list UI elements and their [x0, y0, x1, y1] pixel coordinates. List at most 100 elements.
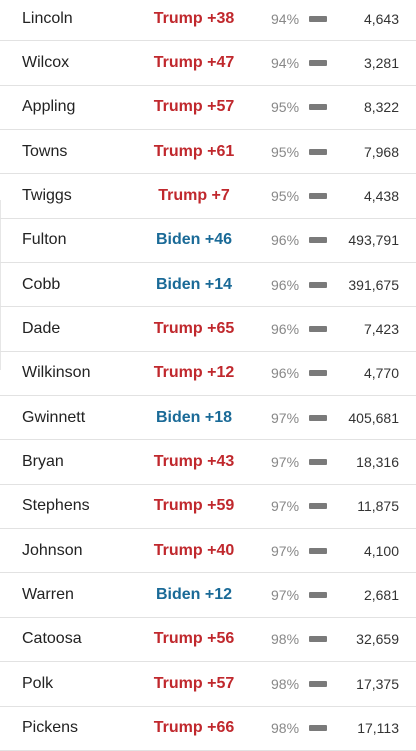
reporting-bar-icon	[309, 15, 327, 22]
vote-margin: Trump +66	[153, 719, 235, 737]
total-votes: 405,681	[348, 409, 399, 426]
table-row[interactable]: Wilcox Trump +47 94% 3,281	[0, 41, 416, 86]
reporting-bar-icon	[309, 680, 327, 687]
table-row[interactable]: Stephens Trump +59 97% 11,875	[0, 485, 416, 530]
county-name: Bryan	[22, 453, 64, 471]
percent-reported: 94%	[271, 55, 300, 72]
percent-reported: 95%	[271, 188, 300, 205]
reporting-bar-icon	[309, 370, 327, 377]
total-votes: 4,438	[363, 188, 399, 205]
county-name: Cobb	[22, 275, 61, 293]
vote-margin: Biden +46	[155, 231, 233, 249]
county-name: Johnson	[22, 541, 83, 559]
reporting-bar-icon	[309, 237, 327, 244]
county-name: Fulton	[22, 231, 67, 249]
percent-reported: 97%	[271, 498, 300, 515]
county-name: Towns	[22, 142, 68, 160]
vote-margin: Trump +57	[153, 98, 235, 116]
total-votes: 4,100	[363, 542, 399, 559]
county-name: Lincoln	[22, 9, 73, 27]
percent-reported: 97%	[271, 587, 300, 604]
reporting-bar-icon	[309, 281, 327, 288]
reporting-bar-icon	[309, 459, 327, 466]
percent-reported: 97%	[271, 542, 300, 559]
vote-margin: Trump +56	[153, 630, 235, 648]
table-row[interactable]: Lincoln Trump +38 94% 4,643	[0, 0, 416, 42]
total-votes: 18,316	[356, 454, 399, 471]
table-row[interactable]: Johnson Trump +40 97% 4,100	[0, 529, 416, 574]
table-row[interactable]: Warren Biden +12 97% 2,681	[0, 573, 416, 618]
county-name: Twiggs	[22, 187, 72, 205]
vote-margin: Trump +61	[153, 142, 235, 160]
table-row[interactable]: Catoosa Trump +56 98% 32,659	[0, 618, 416, 663]
table-row[interactable]: Dade Trump +65 96% 7,423	[0, 307, 416, 352]
total-votes: 17,375	[356, 675, 399, 692]
percent-reported: 97%	[271, 454, 300, 471]
total-votes: 7,423	[363, 321, 399, 338]
percent-reported: 95%	[271, 99, 300, 116]
total-votes: 17,113	[357, 720, 399, 737]
reporting-bar-icon	[309, 104, 327, 111]
reporting-bar-icon	[309, 636, 327, 643]
table-row[interactable]: Fulton Biden +46 96% 493,791	[0, 219, 416, 264]
county-name: Warren	[22, 586, 74, 604]
vote-margin: Trump +40	[153, 541, 235, 559]
reporting-bar-icon	[309, 193, 327, 200]
reporting-bar-icon	[309, 592, 327, 599]
vote-margin: Trump +65	[153, 320, 235, 338]
percent-reported: 95%	[271, 143, 300, 160]
county-name: Appling	[22, 98, 76, 116]
vote-margin: Biden +12	[155, 586, 233, 604]
vote-margin: Trump +12	[153, 364, 235, 382]
total-votes: 391,675	[348, 276, 399, 293]
total-votes: 11,875	[357, 498, 399, 515]
county-name: Dade	[22, 320, 61, 338]
county-name: Wilkinson	[22, 364, 91, 382]
percent-reported: 98%	[271, 631, 300, 648]
reporting-bar-icon	[309, 148, 327, 155]
percent-reported: 96%	[271, 321, 300, 338]
table-row[interactable]: Towns Trump +61 95% 7,968	[0, 130, 416, 175]
county-name: Catoosa	[22, 630, 82, 648]
percent-reported: 96%	[271, 276, 300, 293]
vote-margin: Biden +14	[155, 275, 233, 293]
vote-margin: Trump +7	[158, 187, 230, 205]
vote-margin: Trump +59	[153, 497, 235, 515]
left-divider	[0, 200, 1, 370]
county-name: Wilcox	[22, 54, 70, 72]
total-votes: 493,791	[348, 232, 399, 249]
reporting-bar-icon	[309, 547, 327, 554]
reporting-bar-icon	[309, 503, 327, 510]
county-name: Gwinnett	[22, 408, 86, 426]
total-votes: 4,770	[363, 365, 399, 382]
percent-reported: 97%	[271, 409, 300, 426]
percent-reported: 94%	[271, 10, 300, 27]
table-row[interactable]: Appling Trump +57 95% 8,322	[0, 86, 416, 131]
table-row[interactable]: Bryan Trump +43 97% 18,316	[0, 440, 416, 485]
county-name: Pickens	[22, 719, 79, 737]
total-votes: 8,322	[363, 99, 399, 116]
vote-margin: Trump +57	[153, 674, 235, 692]
table-row[interactable]: Pickens Trump +66 98% 17,113	[0, 707, 416, 751]
table-row[interactable]: Polk Trump +57 98% 17,375	[0, 662, 416, 707]
percent-reported: 98%	[271, 720, 300, 737]
table-row[interactable]: Wilkinson Trump +12 96% 4,770	[0, 352, 416, 397]
vote-margin: Trump +38	[153, 9, 235, 27]
percent-reported: 96%	[271, 365, 300, 382]
table-row[interactable]: Twiggs Trump +7 95% 4,438	[0, 174, 416, 219]
table-row[interactable]: Cobb Biden +14 96% 391,675	[0, 263, 416, 308]
reporting-bar-icon	[309, 326, 327, 333]
total-votes: 32,659	[356, 631, 399, 648]
county-name: Polk	[22, 674, 54, 692]
total-votes: 7,968	[363, 143, 399, 160]
total-votes: 4,643	[363, 10, 399, 27]
percent-reported: 98%	[271, 675, 300, 692]
reporting-bar-icon	[309, 60, 327, 67]
vote-margin: Trump +47	[153, 54, 235, 72]
table-row[interactable]: Gwinnett Biden +18 97% 405,681	[0, 396, 416, 441]
percent-reported: 96%	[271, 232, 300, 249]
county-name: Stephens	[22, 497, 90, 515]
total-votes: 2,681	[363, 587, 399, 604]
reporting-bar-icon	[309, 725, 327, 732]
